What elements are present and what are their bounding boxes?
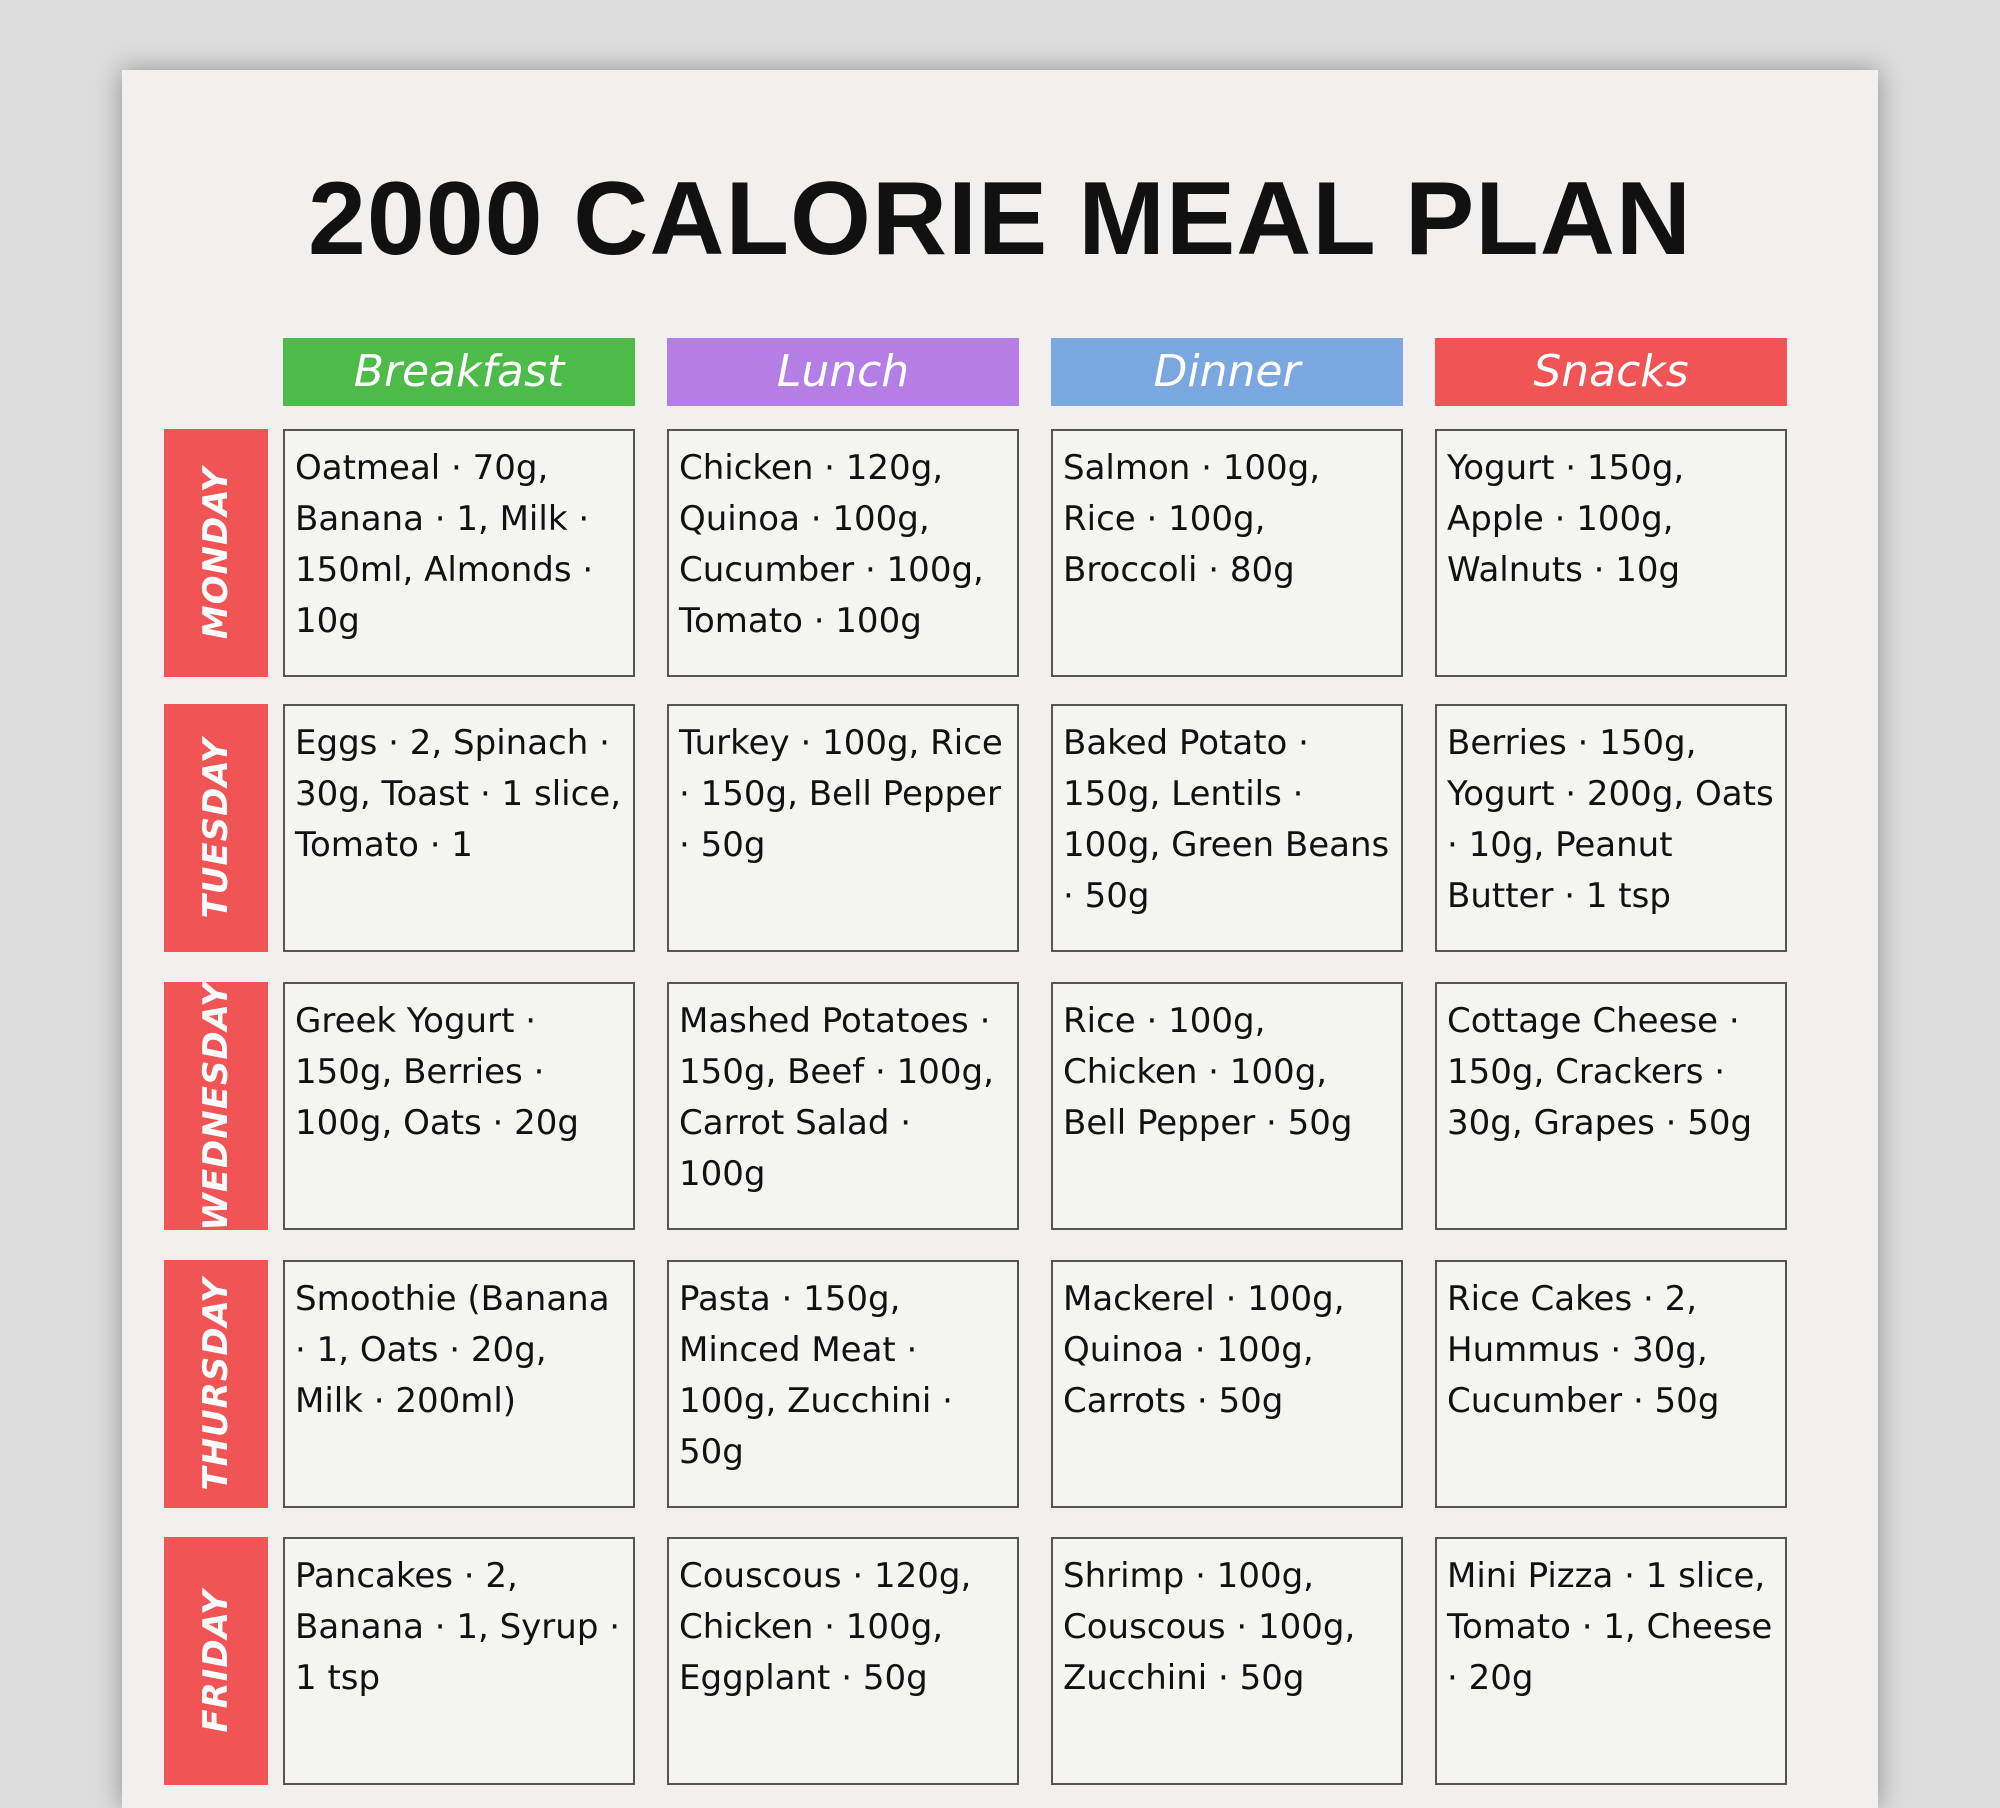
meal-cell: Pasta · 150g, Minced Meat · 100g, Zucchi…: [667, 1260, 1019, 1508]
day-label: WEDNESDAY: [164, 981, 268, 1231]
meal-cell: Mashed Potatoes · 150g, Beef · 100g, Car…: [667, 982, 1019, 1230]
meal-cell: Shrimp · 100g, Couscous · 100g, Zucchini…: [1051, 1537, 1403, 1785]
day-label: MONDAY: [164, 429, 268, 677]
day-label: THURSDAY: [164, 1260, 268, 1508]
meal-cell: Greek Yogurt · 150g, Berries · 100g, Oat…: [283, 982, 635, 1230]
column-header: Breakfast: [283, 338, 635, 406]
meal-cell: Berries · 150g, Yogurt · 200g, Oats · 10…: [1435, 704, 1787, 952]
day-text: FRIDAY: [196, 1589, 236, 1733]
meal-cell: Cottage Cheese · 150g, Crackers · 30g, G…: [1435, 982, 1787, 1230]
meal-cell: Oatmeal · 70g, Banana · 1, Milk · 150ml,…: [283, 429, 635, 677]
day-label: FRIDAY: [164, 1537, 268, 1785]
meal-cell: Smoothie (Banana · 1, Oats · 20g, Milk ·…: [283, 1260, 635, 1508]
meal-cell: Baked Potato · 150g, Lentils · 100g, Gre…: [1051, 704, 1403, 952]
meal-cell: Rice Cakes · 2, Hummus · 30g, Cucumber ·…: [1435, 1260, 1787, 1508]
meal-cell: Mackerel · 100g, Quinoa · 100g, Carrots …: [1051, 1260, 1403, 1508]
meal-cell: Rice · 100g, Chicken · 100g, Bell Pepper…: [1051, 982, 1403, 1230]
day-text: TUESDAY: [196, 737, 236, 919]
meal-cell: Couscous · 120g, Chicken · 100g, Eggplan…: [667, 1537, 1019, 1785]
day-label: TUESDAY: [164, 704, 268, 952]
day-text: WEDNESDAY: [196, 981, 236, 1231]
title: 2000 CALORIE MEAL PLAN: [308, 161, 1692, 277]
meal-cell: Salmon · 100g, Rice · 100g, Broccoli · 8…: [1051, 429, 1403, 677]
day-text: THURSDAY: [196, 1277, 236, 1491]
column-header: Snacks: [1435, 338, 1787, 406]
column-header: Lunch: [667, 338, 1019, 406]
column-header: Dinner: [1051, 338, 1403, 406]
meal-cell: Yogurt · 150g, Apple · 100g, Walnuts · 1…: [1435, 429, 1787, 677]
meal-cell: Mini Pizza · 1 slice, Tomato · 1, Cheese…: [1435, 1537, 1787, 1785]
meal-cell: Turkey · 100g, Rice · 150g, Bell Pepper …: [667, 704, 1019, 952]
meal-cell: Chicken · 120g, Quinoa · 100g, Cucumber …: [667, 429, 1019, 677]
meal-cell: Pancakes · 2, Banana · 1, Syrup · 1 tsp: [283, 1537, 635, 1785]
day-text: MONDAY: [196, 466, 236, 640]
meal-cell: Eggs · 2, Spinach · 30g, Toast · 1 slice…: [283, 704, 635, 952]
